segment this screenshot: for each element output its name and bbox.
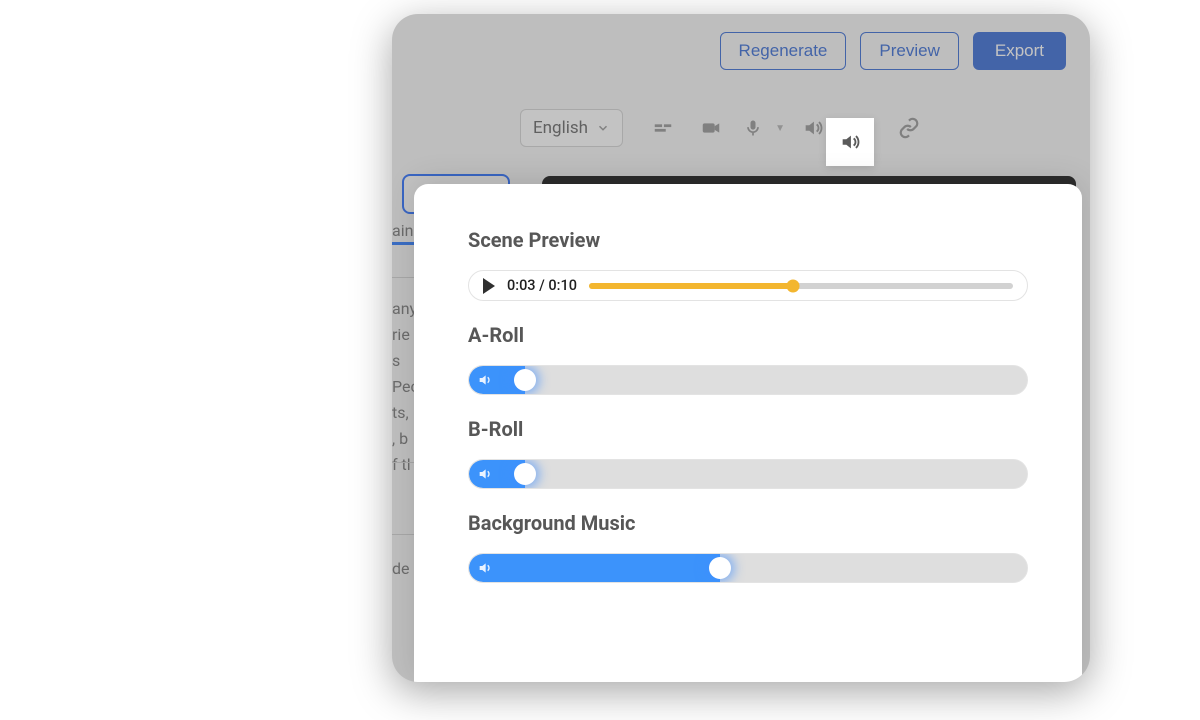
bgmusic-section: Background Music xyxy=(468,511,1028,583)
scene-preview-player[interactable]: 0:03 / 0:10 xyxy=(468,270,1028,301)
progress-fill xyxy=(589,283,793,289)
app-card: Regenerate Preview Export English ▼ xyxy=(392,14,1090,682)
broll-section: B-Roll xyxy=(468,417,1028,489)
speaker-icon xyxy=(477,466,493,482)
aroll-section: A-Roll xyxy=(468,323,1028,395)
sound-icon-active[interactable] xyxy=(826,118,874,166)
speaker-icon xyxy=(477,560,493,576)
speaker-icon xyxy=(477,372,493,388)
play-icon[interactable] xyxy=(483,278,495,294)
progress-track[interactable] xyxy=(589,283,1013,289)
bgmusic-slider[interactable] xyxy=(468,553,1028,583)
bgmusic-fill xyxy=(469,554,720,582)
player-time: 0:03 / 0:10 xyxy=(507,277,577,294)
progress-thumb[interactable] xyxy=(786,279,799,292)
bgmusic-thumb[interactable] xyxy=(709,557,731,579)
aroll-title: A-Roll xyxy=(468,323,1028,347)
scene-preview-section: Scene Preview 0:03 / 0:10 xyxy=(468,228,1028,301)
broll-thumb[interactable] xyxy=(514,463,536,485)
audio-panel: Scene Preview 0:03 / 0:10 A-Roll B xyxy=(414,184,1082,682)
aroll-slider[interactable] xyxy=(468,365,1028,395)
bgmusic-title: Background Music xyxy=(468,511,1028,535)
broll-slider[interactable] xyxy=(468,459,1028,489)
scene-preview-title: Scene Preview xyxy=(468,228,1028,252)
aroll-thumb[interactable] xyxy=(514,369,536,391)
broll-title: B-Roll xyxy=(468,417,1028,441)
